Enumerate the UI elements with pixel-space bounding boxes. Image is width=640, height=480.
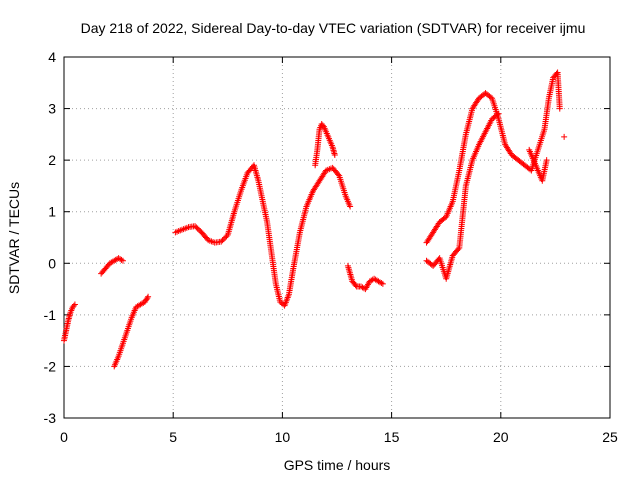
y-tick-label: -1 xyxy=(44,307,57,323)
data-point xyxy=(494,111,501,118)
data-point xyxy=(145,293,152,300)
y-tick-label: 2 xyxy=(48,152,56,168)
data-point xyxy=(455,246,462,253)
data-point xyxy=(335,171,342,178)
data-point xyxy=(352,282,359,289)
data-point xyxy=(118,256,125,263)
y-tick-label: -2 xyxy=(44,358,57,374)
data-points xyxy=(61,69,568,370)
y-tick-label: 1 xyxy=(48,204,56,220)
x-tick-label: 10 xyxy=(275,429,291,445)
data-point xyxy=(218,238,225,245)
y-tick-label: 0 xyxy=(48,255,56,271)
plot-frame xyxy=(63,56,611,419)
data-point xyxy=(378,280,385,287)
data-point xyxy=(495,110,502,117)
x-tick-label: 15 xyxy=(384,429,400,445)
y-tick-label: -3 xyxy=(44,410,57,426)
chart-title: Day 218 of 2022, Sidereal Day-to-day VTE… xyxy=(81,20,586,36)
grid xyxy=(64,57,610,418)
data-point xyxy=(331,151,338,158)
data-point xyxy=(347,203,354,210)
x-tick-label: 0 xyxy=(60,429,68,445)
data-point xyxy=(70,302,77,309)
y-tick-label: 4 xyxy=(48,49,56,65)
data-point xyxy=(222,234,229,241)
axis-ticks: -3 -2 -1 0 1 2 3 4 0 5 10 15 20 25 xyxy=(44,49,618,445)
data-point xyxy=(71,301,78,308)
data-point xyxy=(223,233,230,240)
x-tick-label: 25 xyxy=(602,429,618,445)
x-tick-label: 5 xyxy=(169,429,177,445)
data-point xyxy=(553,70,560,77)
x-axis-label: GPS time / hours xyxy=(284,457,391,473)
y-tick-label: 3 xyxy=(48,101,56,117)
y-axis-label: SDTVAR / TECUs xyxy=(6,182,22,294)
x-tick-label: 20 xyxy=(493,429,509,445)
data-point xyxy=(556,105,563,112)
data-point xyxy=(144,295,151,302)
data-point xyxy=(561,133,568,140)
data-point xyxy=(220,235,227,242)
data-point xyxy=(543,157,550,164)
data-point xyxy=(119,257,126,264)
data-point xyxy=(379,280,386,287)
data-point xyxy=(319,122,326,129)
data-point xyxy=(219,237,226,244)
